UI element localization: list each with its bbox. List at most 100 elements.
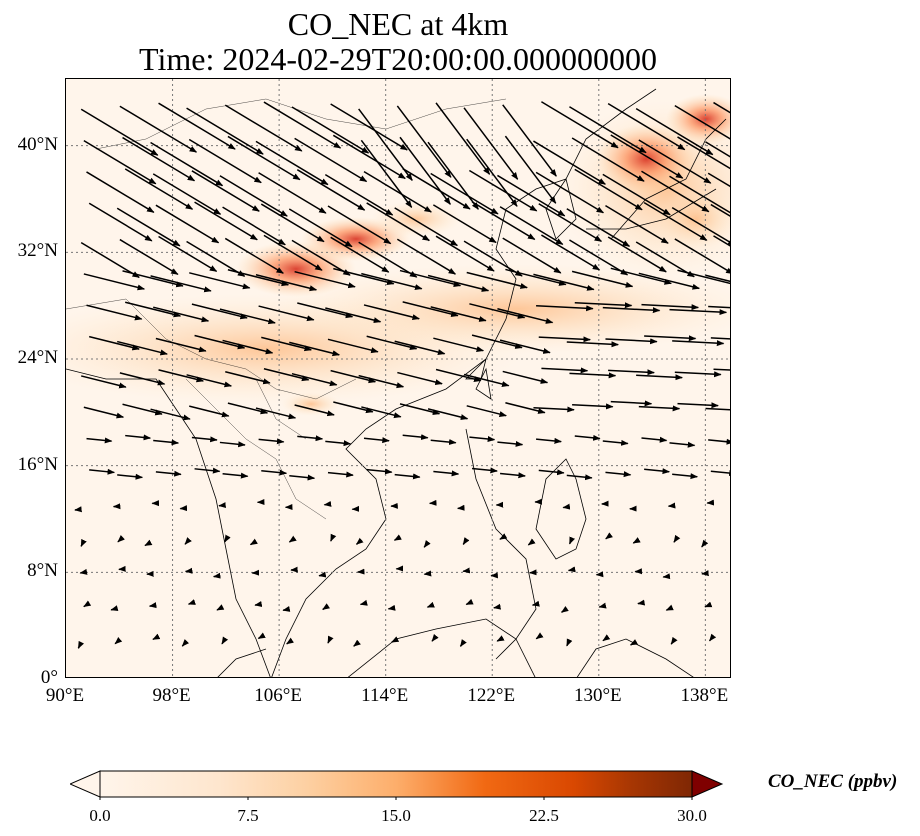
wind-arrow (124, 168, 194, 210)
wind-arrow (361, 272, 423, 290)
wind-arrow (291, 372, 338, 387)
wind-arrow (462, 567, 471, 574)
wind-arrow (432, 204, 497, 244)
wind-arrow (188, 138, 262, 184)
chart-subtitle: Time: 2024-02-29T20:00:00.000000000 (139, 41, 657, 77)
wind-arrow (291, 106, 370, 154)
wind-arrow (394, 473, 421, 480)
wind-arrow (117, 340, 168, 356)
wind-arrow (330, 369, 377, 384)
wind-arrow (394, 340, 446, 355)
wind-arrow (227, 402, 269, 415)
wind-arrow (184, 537, 192, 545)
wind-arrow (125, 301, 182, 318)
wind-arrow (194, 201, 258, 241)
wind-arrow (502, 237, 562, 274)
wind-arrow (402, 434, 429, 441)
wind-arrow (423, 540, 431, 548)
wind-arrow (83, 406, 125, 419)
lat-tick-label: 24°N (17, 347, 58, 368)
wind-arrow (297, 435, 324, 442)
colorbar (70, 770, 724, 800)
wind-arrow (538, 469, 565, 476)
wind-arrow (574, 168, 643, 211)
wind-arrow (288, 208, 353, 248)
wind-arrow (463, 373, 510, 387)
wind-arrow (86, 304, 143, 321)
wind-arrow (330, 236, 390, 273)
wind-arrow (333, 401, 374, 414)
wind-arrow (566, 341, 619, 348)
map-panel (65, 78, 731, 678)
lon-tick-label: 106°E (254, 685, 302, 706)
wind-arrow (499, 533, 508, 540)
wind-arrow (261, 469, 288, 476)
wind-arrow (219, 441, 246, 448)
wind-arrow (638, 272, 700, 290)
wind-arrow (605, 471, 632, 478)
wind-arrow (152, 173, 222, 215)
wind-arrow (222, 472, 249, 479)
wind-arrow (153, 439, 180, 446)
colorbar-tick-label: 15.0 (381, 806, 411, 825)
wind-arrow (291, 239, 351, 276)
wind-arrow (569, 372, 617, 379)
wind-arrow (674, 104, 730, 140)
wind-arrow (181, 639, 190, 647)
wind-arrow (254, 601, 263, 607)
wind-arrow (636, 374, 683, 381)
wind-arrow (397, 371, 443, 386)
wind-arrow (399, 136, 451, 205)
wind-arrow (469, 303, 526, 319)
wind-arrow (327, 471, 354, 478)
wind-arrow (80, 241, 140, 279)
wind-arrow (366, 202, 430, 242)
wind-arrow (74, 506, 83, 513)
wind-arrow (158, 235, 218, 272)
wind-arrow (505, 402, 546, 414)
wind-arrow (541, 234, 601, 271)
wind-arrow (150, 408, 191, 421)
wind-arrow (435, 102, 491, 175)
wind-arrow (435, 235, 495, 272)
wind-arrow (427, 274, 490, 292)
wind-arrow (327, 205, 392, 245)
wind-arrow (713, 235, 730, 247)
wind-arrow (701, 539, 709, 548)
lon-tick-label: 122°E (467, 685, 516, 706)
wind-arrow (227, 269, 290, 287)
wind-arrow (431, 633, 439, 642)
wind-arrow (671, 206, 730, 246)
wind-arrow (119, 238, 179, 276)
wind-arrow (257, 632, 266, 640)
wind-arrow (602, 306, 661, 314)
wind-arrow (643, 201, 708, 241)
wind-arrow (399, 403, 441, 416)
wind-arrow (497, 174, 566, 217)
wind-arrow (641, 170, 710, 213)
wind-arrow (286, 637, 294, 645)
wind-arrow (222, 339, 274, 355)
wind-arrow (427, 408, 469, 421)
colorbar-min-extend (70, 770, 101, 798)
wind-arrow (255, 274, 318, 292)
wind-arrow (710, 337, 730, 340)
colorbar-tick-label: 22.5 (529, 806, 559, 825)
wind-arrow (114, 637, 123, 645)
wind-arrow (635, 107, 714, 156)
wind-arrow (366, 468, 393, 475)
wind-arrow (527, 538, 536, 546)
wind-arrow (423, 570, 432, 577)
wind-arrow (261, 336, 312, 352)
wind-arrow (227, 135, 301, 181)
wind-arrow (322, 603, 331, 611)
wind-arrow (466, 271, 528, 289)
wind-arrow (191, 436, 218, 443)
wind-arrow (672, 340, 725, 347)
wind-arrow (669, 441, 696, 448)
wind-arrow (296, 169, 366, 211)
wind-arrow (155, 204, 220, 244)
wind-arrow (189, 405, 230, 418)
wind-arrow (465, 598, 474, 606)
wind-arrow (644, 468, 670, 475)
